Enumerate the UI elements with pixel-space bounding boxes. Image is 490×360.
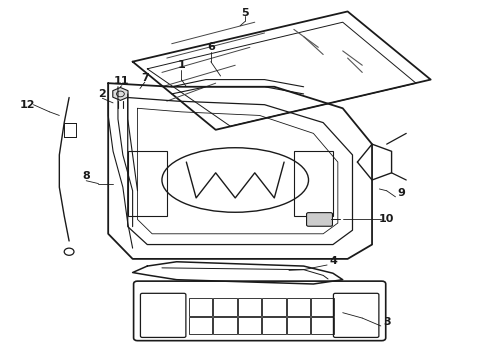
Bar — [128, 151, 167, 216]
Text: 11: 11 — [114, 76, 130, 86]
Bar — [213, 298, 237, 316]
Text: 3: 3 — [383, 317, 391, 327]
Text: 5: 5 — [241, 8, 249, 18]
Bar — [189, 298, 212, 316]
Bar — [64, 123, 76, 137]
Bar — [262, 298, 286, 316]
Text: 9: 9 — [397, 188, 405, 198]
Text: 6: 6 — [207, 42, 215, 52]
Bar — [238, 298, 261, 316]
Text: 1: 1 — [177, 60, 185, 70]
Text: 2: 2 — [98, 89, 106, 99]
Bar — [287, 298, 310, 316]
Bar — [311, 317, 334, 334]
Bar — [287, 317, 310, 334]
Bar — [262, 317, 286, 334]
Bar — [311, 298, 334, 316]
Bar — [213, 317, 237, 334]
Bar — [189, 317, 212, 334]
Text: 4: 4 — [329, 256, 337, 266]
Text: 8: 8 — [82, 171, 90, 181]
Text: 12: 12 — [20, 100, 35, 110]
Bar — [238, 317, 261, 334]
Bar — [294, 151, 333, 216]
Text: 10: 10 — [379, 215, 394, 224]
Text: 7: 7 — [141, 73, 148, 83]
FancyBboxPatch shape — [307, 213, 332, 226]
